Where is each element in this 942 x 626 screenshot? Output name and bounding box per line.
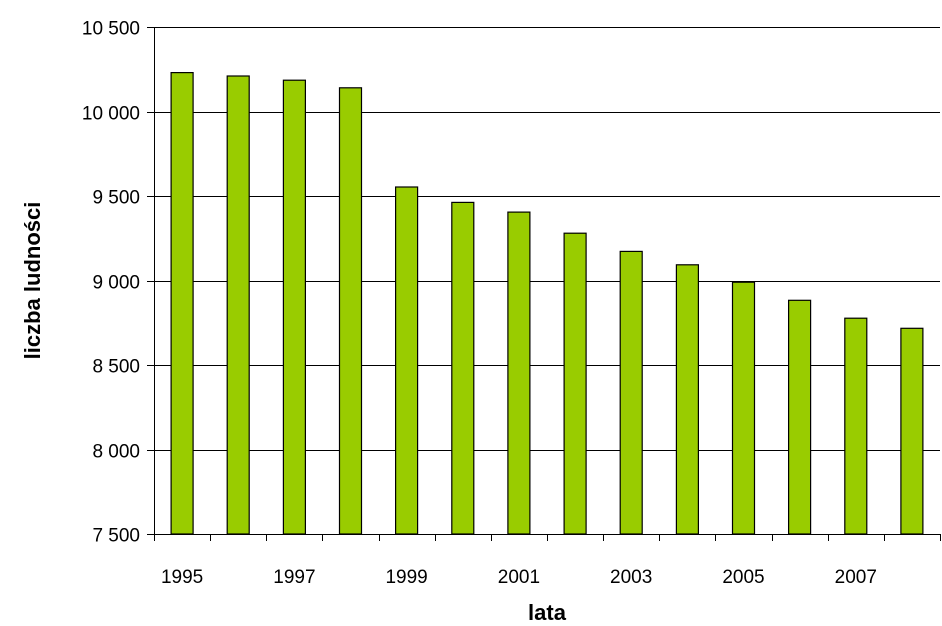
bar-2000 <box>451 201 475 535</box>
x-tick-label: 1997 <box>273 567 315 588</box>
bar-2001 <box>507 211 531 535</box>
x-tick-label: 2003 <box>610 567 652 588</box>
axes <box>147 27 941 541</box>
x-tick-labels: 1995 1997 1999 2001 2003 2005 2007 <box>161 567 877 588</box>
y-tick-label: 8 500 <box>92 357 140 378</box>
y-tick-label: 10 500 <box>82 19 140 40</box>
bar-1995 <box>170 71 194 535</box>
x-tick-label: 1999 <box>385 567 427 588</box>
y-tick-label: 9 500 <box>92 188 140 209</box>
bar-2005 <box>731 281 756 535</box>
bar-2004 <box>675 264 700 535</box>
y-tick-label: 7 500 <box>92 526 140 547</box>
bar-2007 <box>844 317 868 535</box>
x-axis-title: lata <box>528 600 567 625</box>
x-tick-label: 2001 <box>498 567 540 588</box>
x-tick-label: 2005 <box>722 567 764 588</box>
gridlines <box>154 27 940 451</box>
bar-2003 <box>619 250 643 535</box>
x-tick-label: 1995 <box>161 567 203 588</box>
bar-2006 <box>787 299 812 535</box>
x-tick-label: 2007 <box>835 567 877 588</box>
bar-1997 <box>282 79 306 535</box>
bar-2002 <box>563 232 587 535</box>
bar-1999 <box>395 186 419 535</box>
bar-2008 <box>900 327 924 535</box>
bars <box>170 71 924 535</box>
y-tick-label: 10 000 <box>82 104 140 125</box>
y-tick-label: 8 000 <box>92 442 140 463</box>
y-tick-labels: 7 500 8 000 8 500 9 000 9 500 10 000 10 500 <box>82 19 140 547</box>
bar-1996 <box>226 75 250 535</box>
bar-1998 <box>338 87 363 535</box>
y-axis-title: liczba ludności <box>20 202 45 360</box>
y-tick-label: 9 000 <box>92 273 140 294</box>
